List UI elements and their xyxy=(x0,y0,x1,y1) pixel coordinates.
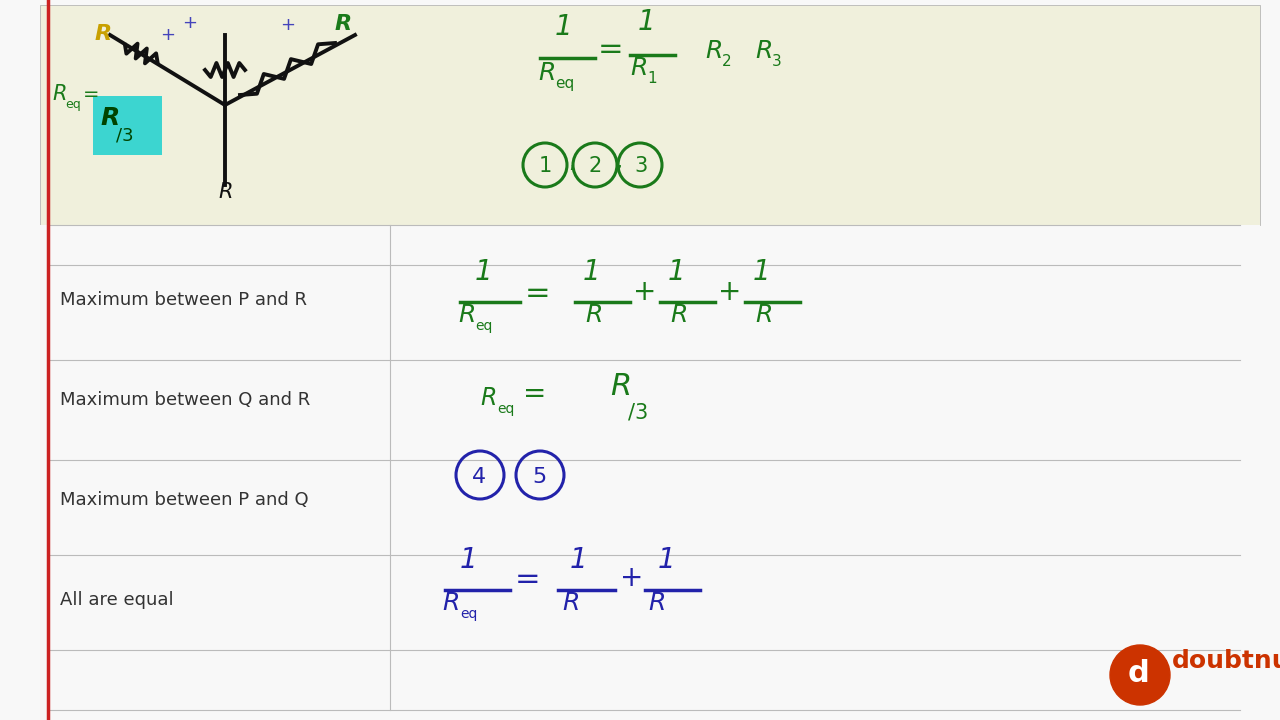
Text: 2: 2 xyxy=(722,54,732,69)
Text: R: R xyxy=(538,61,556,85)
Text: 1: 1 xyxy=(658,546,676,574)
Text: eq: eq xyxy=(497,402,515,416)
Text: =: = xyxy=(515,565,540,594)
Text: 1: 1 xyxy=(556,13,572,41)
Text: 1: 1 xyxy=(570,546,588,574)
Text: /3: /3 xyxy=(628,402,648,422)
Text: doubtnut: doubtnut xyxy=(1172,649,1280,673)
Text: =: = xyxy=(525,279,550,308)
Text: 1: 1 xyxy=(539,156,552,176)
Text: 1: 1 xyxy=(753,258,771,286)
Circle shape xyxy=(1110,645,1170,705)
Text: R: R xyxy=(52,84,67,104)
Text: eq: eq xyxy=(460,607,477,621)
Text: All are equal: All are equal xyxy=(60,591,174,609)
Text: 5: 5 xyxy=(532,467,547,487)
Text: Maximum between Q and R: Maximum between Q and R xyxy=(60,391,310,409)
Text: +: + xyxy=(280,16,294,34)
Text: R: R xyxy=(480,386,497,410)
Text: =: = xyxy=(83,85,100,104)
Text: 4: 4 xyxy=(472,467,486,487)
Text: Maximum between P and Q: Maximum between P and Q xyxy=(60,491,308,509)
Text: +: + xyxy=(182,14,197,32)
Text: R: R xyxy=(585,303,603,327)
Text: R: R xyxy=(95,24,113,44)
Text: 1: 1 xyxy=(646,71,657,86)
Text: R: R xyxy=(335,14,352,34)
Text: R: R xyxy=(648,591,666,615)
Text: eq: eq xyxy=(65,98,81,111)
Text: Maximum between P and R: Maximum between P and R xyxy=(60,291,307,309)
FancyBboxPatch shape xyxy=(40,225,1260,715)
Text: eq: eq xyxy=(475,319,493,333)
Text: /3: /3 xyxy=(116,126,133,144)
Text: =: = xyxy=(598,35,623,64)
Text: ,: , xyxy=(568,152,575,172)
Text: R: R xyxy=(218,182,233,202)
Text: 3: 3 xyxy=(772,54,782,69)
Text: eq: eq xyxy=(556,76,575,91)
Text: R: R xyxy=(611,372,631,401)
Text: R: R xyxy=(705,39,722,63)
Text: R: R xyxy=(630,56,648,80)
Text: 1: 1 xyxy=(582,258,600,286)
Text: +: + xyxy=(718,278,741,306)
Text: +: + xyxy=(620,564,644,592)
Text: R: R xyxy=(442,591,460,615)
Text: ,: , xyxy=(614,152,622,172)
Text: 1: 1 xyxy=(637,8,655,36)
Text: R: R xyxy=(669,303,687,327)
Text: +: + xyxy=(160,26,175,44)
FancyBboxPatch shape xyxy=(40,5,1260,225)
Text: R: R xyxy=(562,591,580,615)
Text: R: R xyxy=(100,106,119,130)
Text: =: = xyxy=(524,380,547,408)
Text: d: d xyxy=(1128,659,1149,688)
Text: R: R xyxy=(458,303,475,327)
Text: 1: 1 xyxy=(475,258,493,286)
Text: 1: 1 xyxy=(668,258,686,286)
Text: R: R xyxy=(755,303,772,327)
Text: R: R xyxy=(755,39,772,63)
Text: 1: 1 xyxy=(460,546,477,574)
Text: 3: 3 xyxy=(634,156,648,176)
FancyBboxPatch shape xyxy=(93,96,163,155)
Text: +: + xyxy=(634,278,657,306)
Text: 2: 2 xyxy=(589,156,603,176)
